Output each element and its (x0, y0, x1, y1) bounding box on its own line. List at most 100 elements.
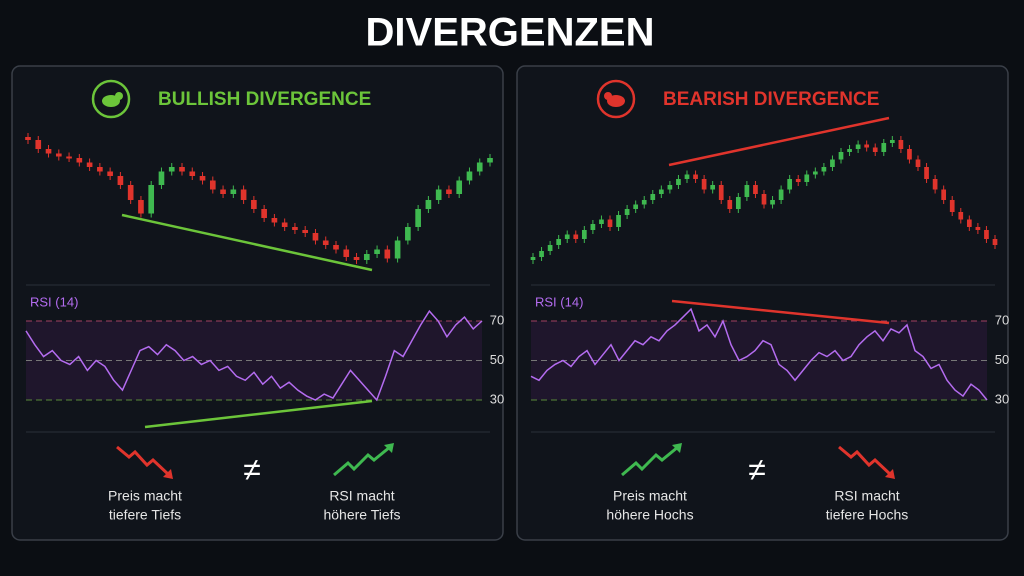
candle (949, 200, 955, 212)
candle (975, 227, 981, 230)
candle (581, 230, 587, 239)
candle (795, 179, 801, 182)
rsi-line (25, 309, 483, 402)
rsi-tick-label: 30 (995, 391, 1009, 406)
candle (984, 230, 989, 239)
candle (189, 171, 196, 176)
candle (456, 180, 463, 194)
rsi-band (531, 321, 987, 400)
price-trend (668, 116, 890, 167)
candle (556, 239, 562, 245)
candle (363, 254, 370, 260)
candle (889, 140, 895, 143)
candle (76, 158, 83, 163)
rsi-tick-label: 70 (490, 312, 504, 327)
candle (735, 197, 741, 209)
caption: höhere Tiefs (323, 507, 400, 523)
candle (476, 162, 483, 172)
candle (847, 149, 852, 152)
candle (539, 251, 544, 257)
candle (209, 180, 216, 190)
caption: Preis macht (613, 488, 687, 504)
candle (753, 185, 758, 194)
trend-arrow (333, 445, 391, 477)
icon (596, 79, 636, 119)
candle (616, 215, 621, 227)
candle (168, 167, 175, 172)
candle (992, 239, 998, 245)
candle (710, 185, 716, 190)
candle (148, 185, 155, 214)
candle (446, 189, 452, 194)
candle (872, 147, 878, 152)
rsi-tick-label: 50 (995, 352, 1009, 367)
arrow-head (672, 443, 682, 453)
icon-body (102, 95, 120, 107)
candle (727, 200, 733, 209)
title: DIVERGENZEN (366, 11, 655, 55)
trend-arrow (621, 445, 679, 477)
caption: tiefere Hochs (826, 507, 908, 523)
panel-heading: BULLISH DIVERGENCE (158, 89, 371, 110)
candle (744, 185, 750, 197)
candle (322, 240, 329, 245)
candle (915, 159, 921, 167)
candle (230, 189, 237, 194)
candle (804, 174, 810, 182)
candle (855, 144, 861, 149)
candle (650, 194, 656, 200)
rsi-tick-label: 30 (490, 391, 504, 406)
candle (701, 179, 707, 190)
candle (830, 159, 835, 167)
candle (487, 158, 493, 163)
candle (179, 167, 185, 172)
candle (117, 176, 124, 185)
candle (158, 171, 165, 185)
caption: RSI macht (834, 488, 899, 504)
arrow-head (885, 469, 895, 479)
candle (812, 171, 818, 175)
icon-head (115, 92, 123, 100)
candle (599, 219, 604, 224)
candle (573, 234, 579, 239)
arrow-head (384, 443, 394, 453)
caption: tiefere Tiefs (109, 507, 181, 523)
trend-arrow (116, 445, 171, 477)
candle (86, 162, 93, 167)
candle (292, 227, 298, 230)
candle (240, 189, 247, 200)
candle (932, 179, 938, 190)
candle (127, 185, 134, 200)
caption: RSI macht (329, 488, 394, 504)
candle (607, 219, 613, 227)
candle (907, 149, 912, 160)
icon-head (604, 92, 612, 100)
candle (881, 143, 887, 152)
candle (415, 209, 421, 227)
candle (676, 179, 681, 185)
candle (838, 152, 844, 160)
rsi-trend (671, 299, 890, 325)
candle (97, 167, 103, 172)
candle (633, 204, 639, 209)
candle (590, 224, 596, 230)
candle (898, 140, 904, 149)
candle (55, 153, 62, 157)
candle (343, 249, 350, 257)
candle (761, 194, 767, 205)
candle (564, 234, 570, 239)
candle (435, 189, 442, 200)
candle (778, 189, 784, 200)
candle (958, 212, 964, 220)
rsi-band (26, 321, 482, 400)
candle (333, 245, 339, 250)
candle (821, 167, 827, 172)
candle (281, 222, 288, 227)
arrow-head (163, 469, 173, 479)
candle (353, 257, 360, 260)
candle (312, 233, 319, 241)
candle (770, 200, 775, 205)
candle (384, 249, 391, 259)
candle (658, 189, 664, 194)
